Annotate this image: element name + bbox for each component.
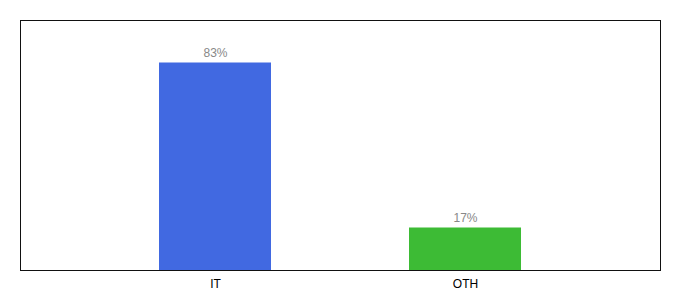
svg-text:IT: IT: [210, 277, 221, 291]
svg-text:83%: 83%: [203, 46, 227, 60]
svg-text:OTH: OTH: [453, 277, 478, 291]
svg-text:17%: 17%: [453, 211, 477, 225]
